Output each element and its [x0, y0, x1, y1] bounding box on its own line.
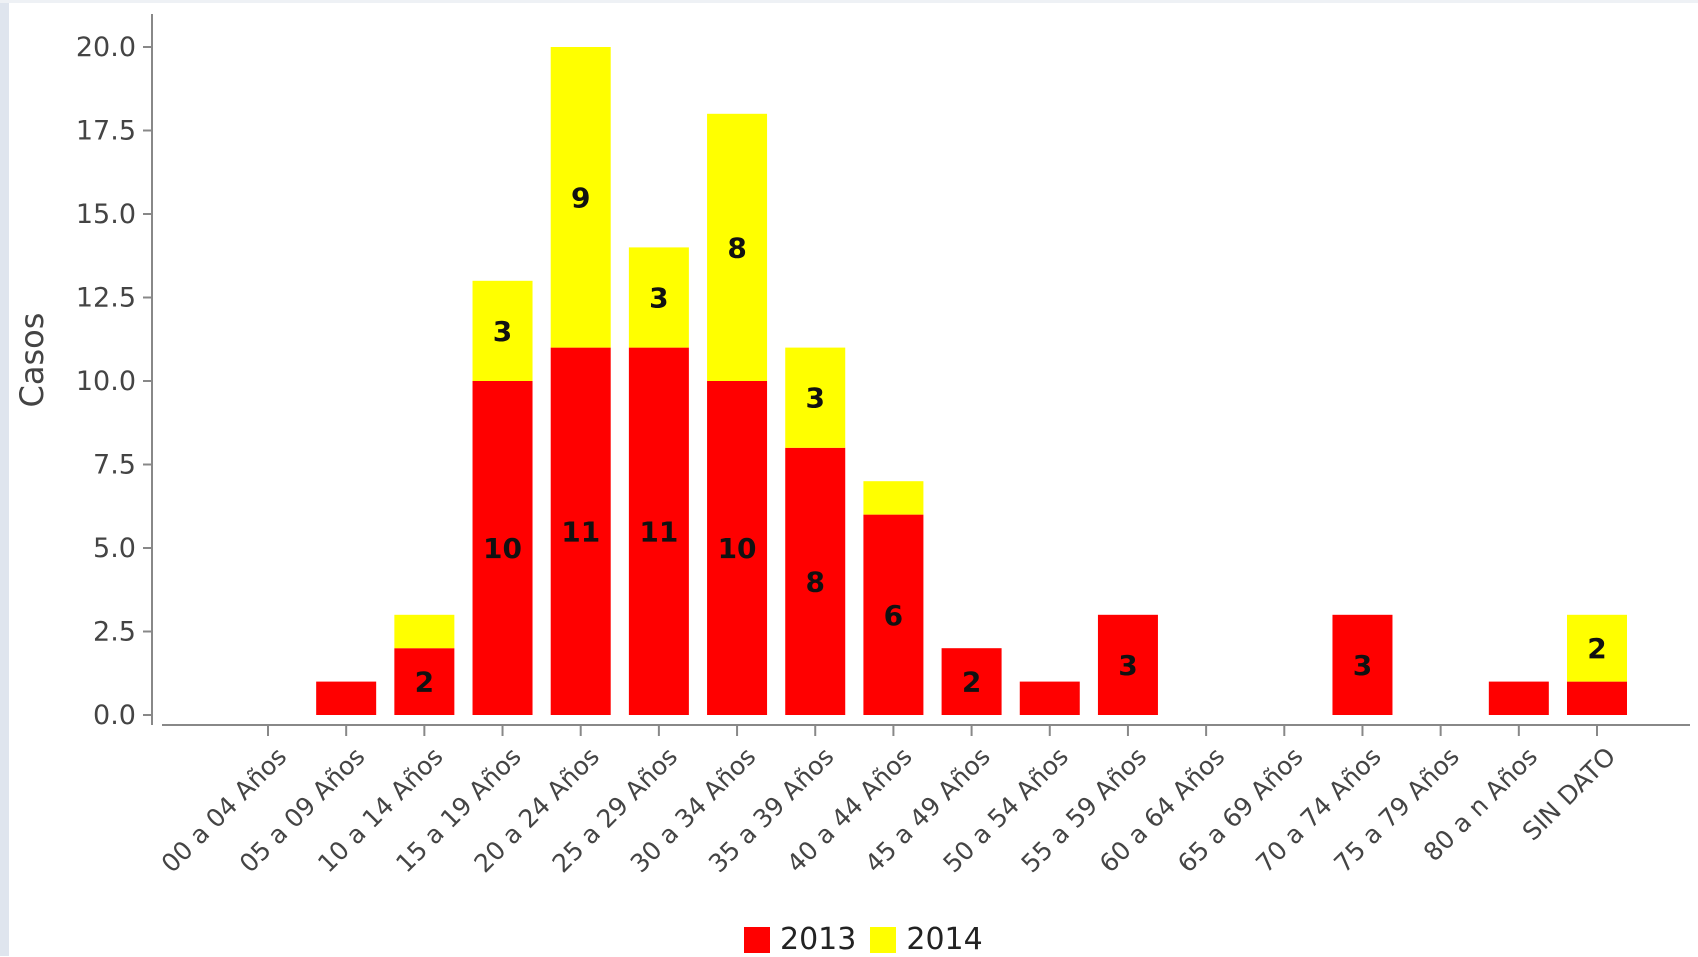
bar-2014-2 — [394, 614, 455, 649]
bars — [316, 47, 1627, 715]
bar-labels: 2 10 3 11 9 11 3 10 8 8 3 6 2 3 3 2 — [415, 181, 1607, 698]
legend: 2013 2014 — [744, 922, 997, 957]
bar-label-2013-2: 2 — [415, 666, 434, 699]
bar-2014-3 — [472, 280, 533, 381]
legend-swatch-2014 — [870, 926, 897, 953]
bar-2013-6 — [707, 381, 768, 715]
bar-2014-4 — [550, 47, 611, 348]
legend-item-2014: 2014 — [870, 922, 983, 957]
bar-2014-6 — [707, 113, 768, 382]
bar-2013-9 — [941, 648, 1002, 715]
bar-label-2014-6: 8 — [727, 231, 746, 264]
bar-2013-2 — [394, 648, 455, 715]
bar-2013-4 — [550, 347, 611, 715]
y-tick-label: 5.0 — [93, 533, 136, 564]
bar-label-2013-5: 11 — [639, 515, 678, 548]
bar-2013-1 — [316, 681, 377, 715]
bar-2014-17 — [1567, 614, 1627, 682]
y-tick-label: 15.0 — [76, 199, 136, 230]
bar-2013-14 — [1332, 614, 1393, 715]
legend-label-2013: 2013 — [780, 922, 857, 957]
bar-2014-8 — [863, 481, 924, 515]
bar-2013-3 — [472, 381, 533, 715]
bar-2013-11 — [1097, 614, 1158, 715]
bar-label-2014-3: 3 — [493, 315, 512, 348]
bar-label-2013-7: 8 — [805, 565, 824, 598]
bar-label-2014-17: 2 — [1587, 632, 1606, 665]
bar-label-2013-3: 10 — [483, 532, 522, 565]
y-tick-label: 12.5 — [76, 283, 136, 314]
y-tick-label: 0.0 — [93, 700, 136, 731]
bar-2013-7 — [785, 447, 846, 715]
bar-label-2014-5: 3 — [649, 282, 668, 315]
bar-2013-17 — [1567, 681, 1627, 715]
y-axis-label: Casos — [13, 312, 51, 408]
legend-swatch-2013 — [744, 926, 770, 953]
y-tick-label: 10.0 — [76, 366, 136, 397]
bar-label-2013-8: 6 — [884, 599, 903, 632]
y-axis-ticks: 0.0 2.5 5.0 7.5 10.0 12.5 15.0 17.5 20.0 — [76, 32, 152, 731]
bar-label-2013-14: 3 — [1353, 649, 1372, 682]
bar-label-2014-4: 9 — [571, 181, 590, 214]
y-tick-label: 2.5 — [93, 617, 136, 648]
bar-label-2013-6: 10 — [718, 532, 757, 565]
bar-2013-16 — [1488, 681, 1549, 715]
window-edge-top — [0, 0, 1698, 3]
bar-2014-5 — [628, 247, 689, 348]
bar-label-2013-9: 2 — [962, 666, 981, 699]
bar-label-2014-7: 3 — [805, 382, 824, 415]
bar-2013-5 — [628, 347, 689, 715]
window-edge-left — [0, 0, 9, 956]
bar-2014-7 — [785, 347, 846, 448]
bar-label-2013-4: 11 — [561, 515, 600, 548]
y-tick-label: 7.5 — [93, 450, 136, 481]
legend-label-2014: 2014 — [906, 922, 983, 957]
bar-label-2013-11: 3 — [1118, 649, 1137, 682]
y-tick-label: 17.5 — [76, 116, 136, 147]
bar-2013-10 — [1019, 681, 1080, 715]
bar-2013-8 — [863, 514, 924, 715]
y-tick-label: 20.0 — [76, 32, 136, 63]
legend-item-2013: 2013 — [744, 922, 856, 957]
